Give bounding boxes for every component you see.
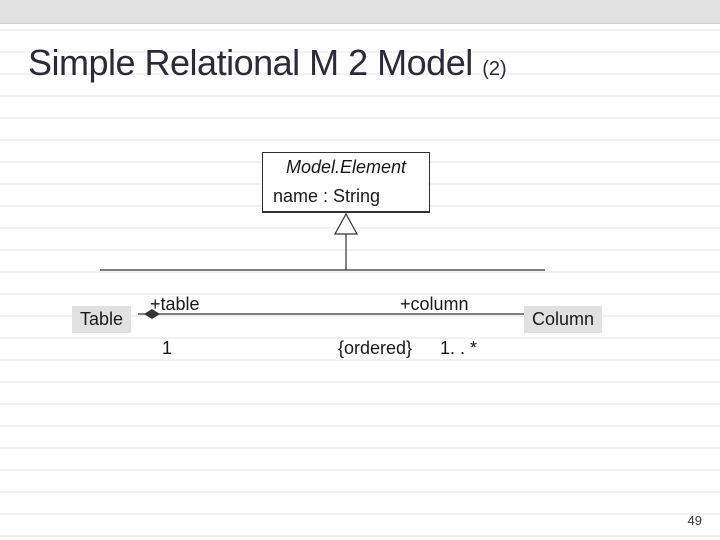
class-attribute: name : String xyxy=(263,182,429,211)
assoc-constraint-ordered: {ordered} xyxy=(338,338,412,359)
slide-title: Simple Relational M 2 Model (2) xyxy=(28,42,507,84)
uml-class-modelelement: Model.Element name : String xyxy=(262,152,430,213)
title-sub: (2) xyxy=(482,58,506,80)
assoc-mult-right: 1. . * xyxy=(440,338,477,359)
assoc-mult-left: 1 xyxy=(162,338,172,359)
class-label-text: Table xyxy=(80,309,123,329)
ruled-background xyxy=(0,24,720,540)
uml-class-table: Table xyxy=(72,306,131,333)
uml-class-column: Column xyxy=(524,306,602,333)
class-label-text: Column xyxy=(532,309,594,329)
class-name: Model.Element xyxy=(263,153,429,182)
assoc-role-table: +table xyxy=(150,294,200,315)
slide-top-bar xyxy=(0,0,720,24)
class-divider xyxy=(263,211,429,212)
title-main: Simple Relational M 2 Model xyxy=(28,42,473,83)
assoc-role-column: +column xyxy=(400,294,469,315)
slide-number: 49 xyxy=(688,513,702,528)
